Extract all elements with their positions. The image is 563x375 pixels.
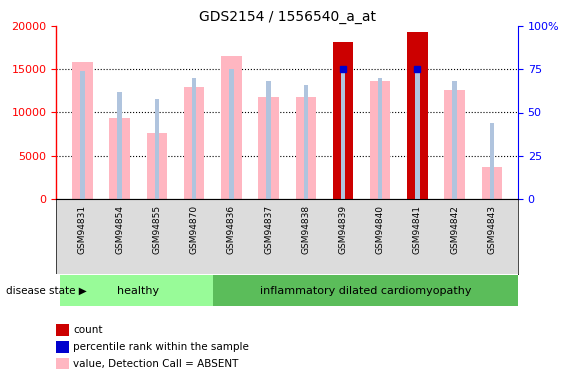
Text: GSM94841: GSM94841	[413, 205, 422, 254]
Bar	[415, 69, 419, 199]
Text: GSM94831: GSM94831	[78, 205, 87, 254]
Bar	[333, 42, 353, 199]
Bar	[184, 87, 204, 199]
Bar	[192, 78, 196, 199]
Text: GSM94855: GSM94855	[153, 205, 162, 254]
Bar	[213, 275, 518, 306]
Title: GDS2154 / 1556540_a_at: GDS2154 / 1556540_a_at	[199, 10, 376, 24]
Bar	[266, 81, 271, 199]
Bar	[444, 90, 465, 199]
Text: GSM94854: GSM94854	[115, 205, 124, 254]
Text: inflammatory dilated cardiomyopathy: inflammatory dilated cardiomyopathy	[260, 286, 471, 296]
Text: GSM94838: GSM94838	[301, 205, 310, 254]
Bar	[370, 81, 391, 199]
Bar	[453, 81, 457, 199]
Bar	[117, 92, 122, 199]
Text: GSM94836: GSM94836	[227, 205, 236, 254]
Bar	[333, 42, 353, 199]
Bar	[303, 85, 308, 199]
Bar	[482, 167, 502, 199]
Bar	[229, 69, 234, 199]
Bar	[341, 69, 345, 199]
Bar	[221, 57, 242, 199]
Bar	[146, 133, 167, 199]
Bar	[490, 123, 494, 199]
Text: GSM94870: GSM94870	[190, 205, 199, 254]
Text: healthy: healthy	[117, 286, 159, 296]
Bar	[155, 99, 159, 199]
Text: count: count	[73, 325, 102, 335]
Bar	[109, 118, 130, 199]
Bar	[407, 32, 428, 199]
Bar	[72, 63, 92, 199]
Bar	[407, 32, 428, 199]
Text: GSM94843: GSM94843	[488, 205, 497, 254]
Text: percentile rank within the sample: percentile rank within the sample	[73, 342, 249, 352]
Text: GSM94839: GSM94839	[338, 205, 347, 254]
Bar	[296, 97, 316, 199]
Bar	[258, 97, 279, 199]
Text: GSM94837: GSM94837	[264, 205, 273, 254]
Bar	[80, 71, 84, 199]
Text: GSM94840: GSM94840	[376, 205, 385, 254]
Bar	[60, 275, 216, 306]
Text: value, Detection Call = ABSENT: value, Detection Call = ABSENT	[73, 359, 239, 369]
Text: GSM94842: GSM94842	[450, 205, 459, 254]
Bar	[378, 78, 382, 199]
Text: disease state ▶: disease state ▶	[6, 286, 86, 296]
